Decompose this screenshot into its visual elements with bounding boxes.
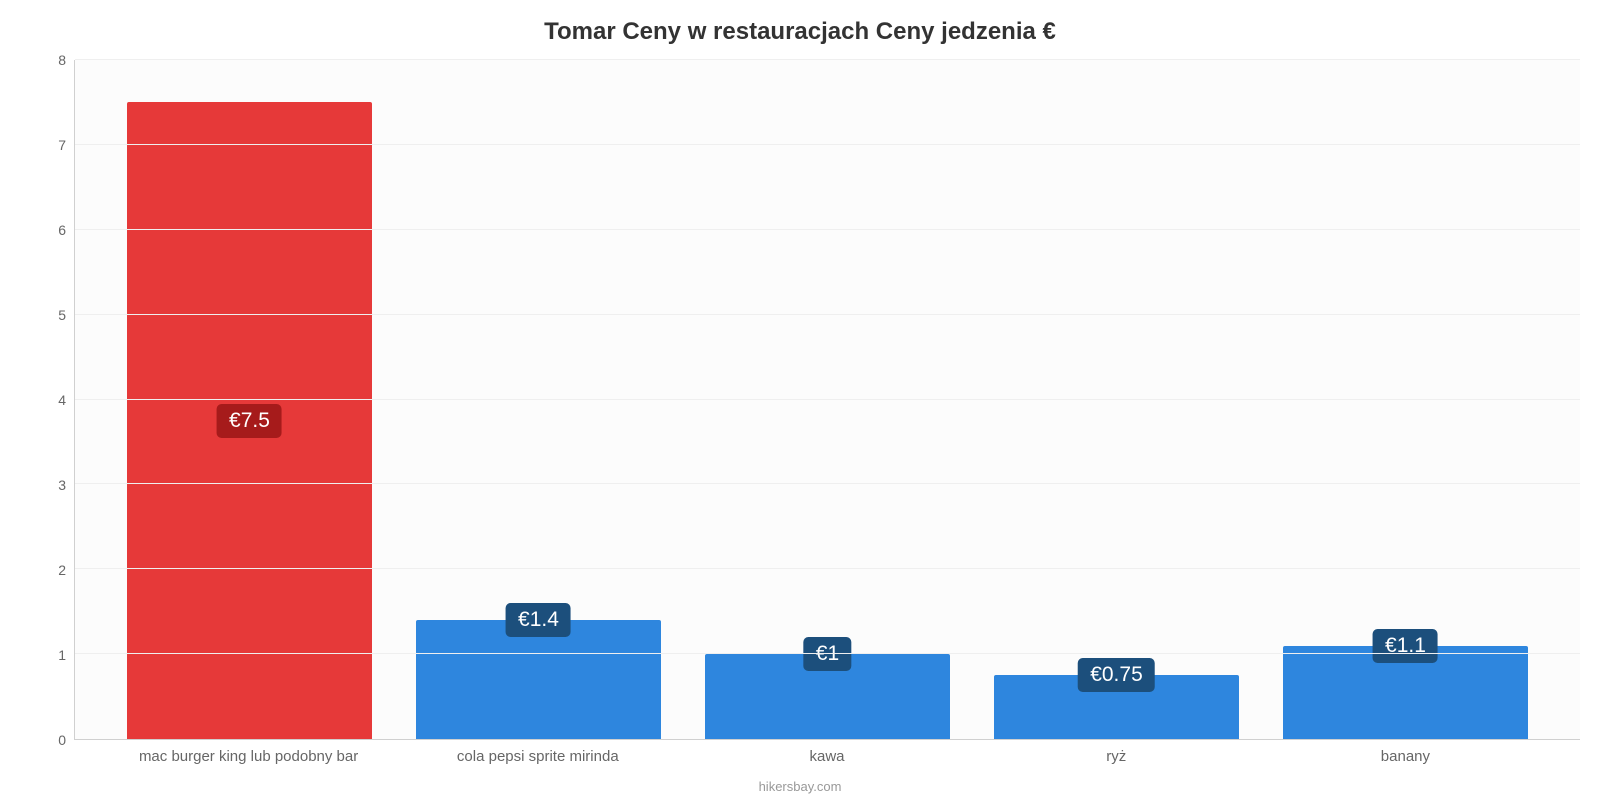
bar-value-label: €0.75	[1078, 658, 1155, 692]
bar-slot: €1.1	[1261, 60, 1550, 739]
bar-value-label: €1.1	[1373, 629, 1438, 663]
plot-area: €7.5 €1.4 €1 €0.75 €1.1	[74, 60, 1580, 740]
bars-container: €7.5 €1.4 €1 €0.75 €1.1	[75, 60, 1580, 739]
x-category-label: banany	[1261, 748, 1550, 765]
y-tick: 8	[40, 52, 66, 68]
attribution-text: hikersbay.com	[0, 779, 1600, 794]
y-axis: 012345678	[40, 60, 70, 740]
y-tick: 6	[40, 222, 66, 238]
gridline	[75, 568, 1580, 569]
bar: €1.4	[416, 620, 662, 739]
y-tick: 2	[40, 562, 66, 578]
y-tick: 1	[40, 647, 66, 663]
x-category-label: ryż	[972, 748, 1261, 765]
y-tick: 3	[40, 477, 66, 493]
gridline	[75, 653, 1580, 654]
y-tick: 4	[40, 392, 66, 408]
bar: €7.5	[127, 102, 373, 739]
gridline	[75, 144, 1580, 145]
x-category-label: cola pepsi sprite mirinda	[393, 748, 682, 765]
gridline	[75, 314, 1580, 315]
bar-slot: €0.75	[972, 60, 1261, 739]
bar: €1.1	[1283, 646, 1529, 739]
gridline	[75, 59, 1580, 60]
bar-value-label: €1	[804, 637, 851, 671]
bar-slot: €1.4	[394, 60, 683, 739]
chart-title: Tomar Ceny w restauracjach Ceny jedzenia…	[0, 0, 1600, 46]
x-category-label: kawa	[682, 748, 971, 765]
x-axis-labels: mac burger king lub podobny barcola peps…	[74, 740, 1580, 765]
gridline	[75, 399, 1580, 400]
bar-value-label: €1.4	[506, 603, 571, 637]
plot-wrapper: 012345678 €7.5€1.4€1€0.75€1.1 mac burger…	[40, 60, 1580, 740]
gridline	[75, 229, 1580, 230]
bar: €1	[705, 654, 951, 739]
gridline	[75, 483, 1580, 484]
x-category-label: mac burger king lub podobny bar	[104, 748, 393, 765]
y-tick: 7	[40, 137, 66, 153]
bar: €0.75	[994, 675, 1240, 739]
y-tick: 0	[40, 732, 66, 748]
bar-slot: €1	[683, 60, 972, 739]
bar-value-label: €7.5	[217, 404, 282, 438]
y-tick: 5	[40, 307, 66, 323]
bar-slot: €7.5	[105, 60, 394, 739]
